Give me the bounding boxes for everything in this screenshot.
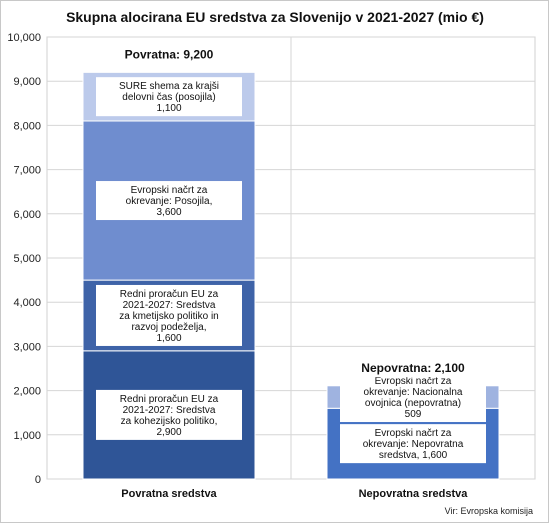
- y-tick-label: 1,000: [13, 430, 41, 442]
- segment-data-label: 2,900: [156, 427, 181, 438]
- segment-data-label: Evropski načrt za: [375, 376, 452, 387]
- y-tick-label: 4,000: [13, 297, 41, 309]
- segment-label-box: [340, 424, 486, 464]
- stack-total-label: Nepovratna: 2,100: [361, 361, 465, 375]
- y-tick-label: 2,000: [13, 386, 41, 398]
- segment-data-label: SURE shema za krajši: [119, 81, 219, 92]
- segment-data-label: Redni proračun EU za: [120, 394, 219, 405]
- y-tick-label: 10,000: [7, 32, 41, 44]
- segment-data-label: ovojnica (nepovratna): [365, 398, 461, 409]
- segment-data-label: 1,100: [156, 103, 181, 114]
- segment-data-label: 1,600: [156, 333, 181, 344]
- segment-data-label: za kohezijsko politiko,: [121, 416, 218, 427]
- y-tick-label: 0: [35, 474, 41, 486]
- x-category-label: Nepovratna sredstva: [359, 488, 469, 500]
- y-tick-label: 5,000: [13, 253, 41, 265]
- segment-data-label: Evropski načrt za: [375, 428, 452, 439]
- segment-data-label: okrevanje: Nepovratna: [363, 439, 464, 450]
- segment-data-label: 2021-2027: Sredstva: [123, 300, 216, 311]
- segment-data-label: za kmetijsko politiko in: [119, 311, 218, 322]
- source-note: Vir: Evropska komisija: [445, 506, 533, 516]
- y-tick-label: 6,000: [13, 209, 41, 221]
- stack-total-label: Povratna: 9,200: [125, 47, 214, 61]
- chart-title: Skupna alocirana EU sredstva za Slovenij…: [66, 9, 484, 25]
- total-label-box: [110, 45, 228, 64]
- segment-data-label: Redni proračun EU za: [120, 289, 219, 300]
- segment-data-label: 3,600: [156, 207, 181, 218]
- segment-data-label: delovni čas (posojila): [122, 92, 215, 103]
- segment-data-label: 509: [405, 409, 422, 420]
- segment-data-label: sredstva, 1,600: [379, 450, 448, 461]
- x-category-label: Povratna sredstva: [121, 488, 217, 500]
- segment-data-label: okrevanje: Nacionalna: [364, 387, 463, 398]
- segment-data-label: 2021-2027: Sredstva: [123, 405, 216, 416]
- segment-data-label: okrevanje: Posojila,: [126, 196, 213, 207]
- y-tick-label: 9,000: [13, 76, 41, 88]
- segment-label-box: [96, 77, 242, 117]
- segment-data-label: Evropski načrt za: [131, 185, 208, 196]
- segment-data-label: razvoj podeželja,: [131, 322, 206, 333]
- segment-label-box: [96, 284, 242, 346]
- total-label-box: [354, 359, 472, 378]
- segment-label-box: [340, 372, 486, 423]
- y-tick-label: 7,000: [13, 165, 41, 177]
- segment-label-box: [96, 181, 242, 221]
- labels-layer: Povratna sredstva Nepovratna sredstva Redn…: [96, 45, 486, 500]
- segment-label-box: [96, 389, 242, 440]
- y-tick-label: 3,000: [13, 341, 41, 353]
- y-tick-label: 8,000: [13, 120, 41, 132]
